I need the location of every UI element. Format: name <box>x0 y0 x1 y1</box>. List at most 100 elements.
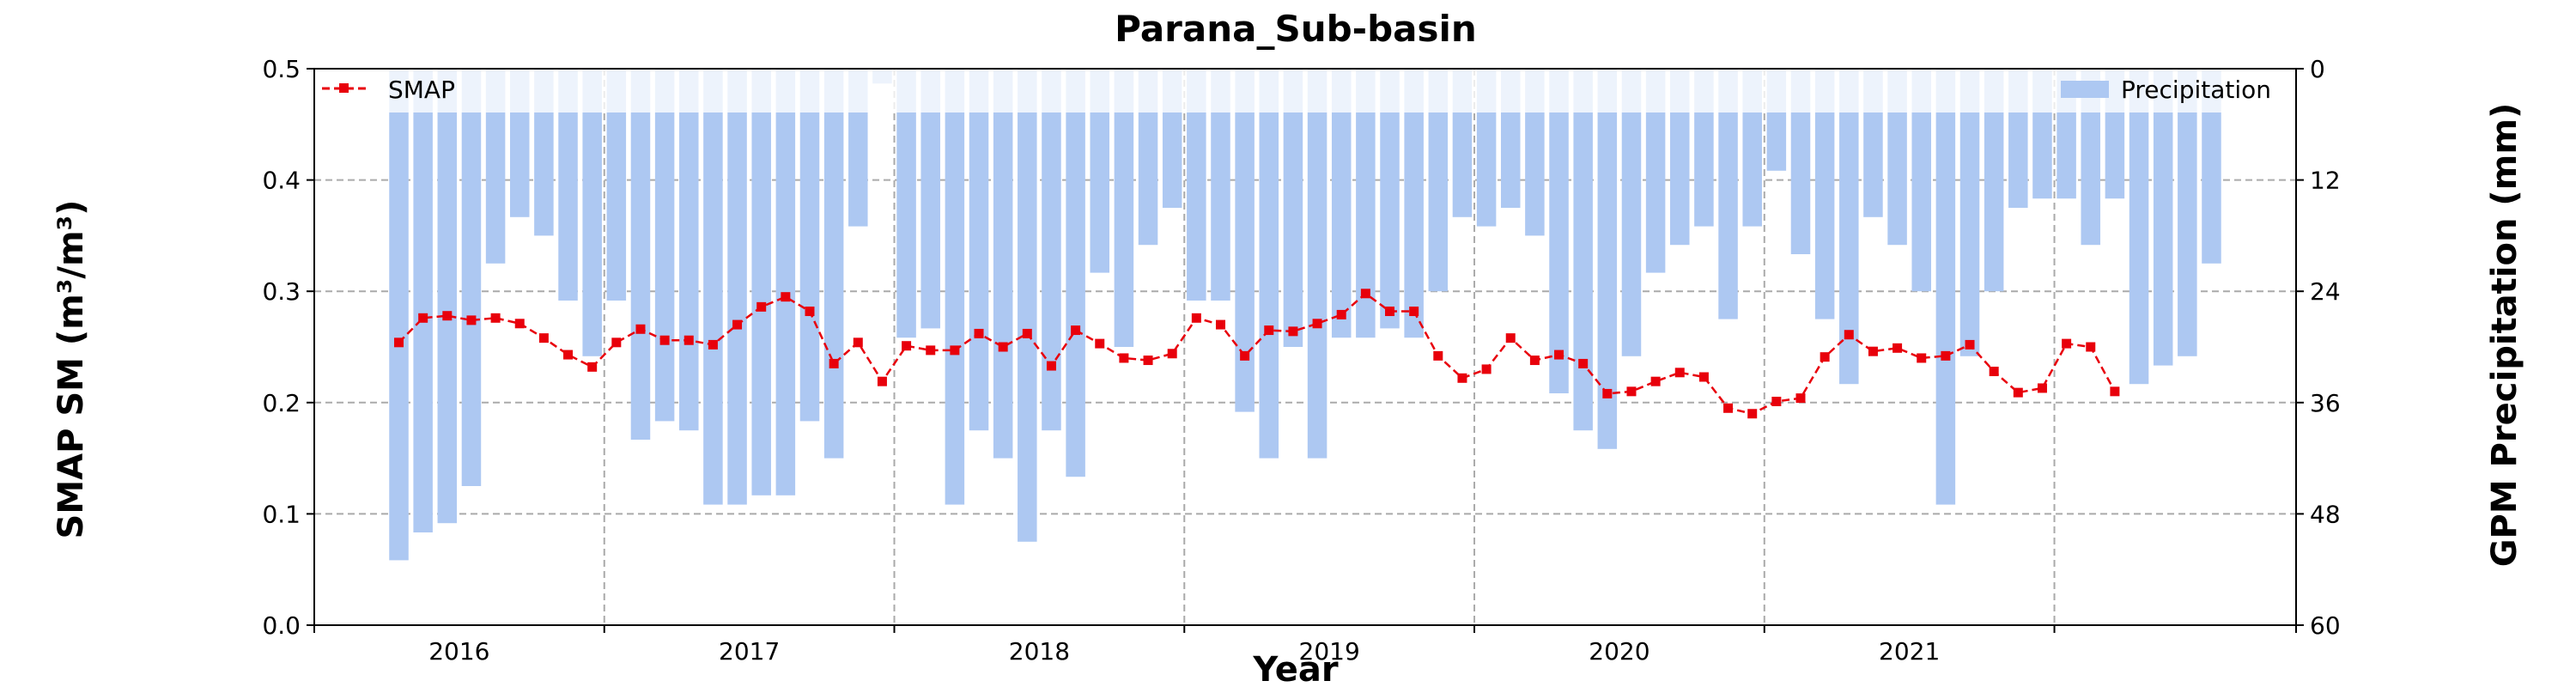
smap-point <box>466 315 477 325</box>
precip-bar <box>1187 69 1206 301</box>
smap-point <box>1626 386 1637 397</box>
y-axis-left-title: SMAP SM (m³/m³) <box>52 200 91 539</box>
precip-bar <box>1597 69 1618 449</box>
precip-bar <box>2202 69 2221 264</box>
smap-point <box>490 313 501 323</box>
precip-bar <box>1621 69 1642 356</box>
y-right-tick-label: 24 <box>2310 277 2341 306</box>
precip-bar <box>1670 69 1690 246</box>
axes <box>307 68 2304 633</box>
plot-frame <box>313 68 2297 626</box>
precip-bar <box>461 69 482 486</box>
smap-series <box>394 289 2120 419</box>
precip-bar <box>823 69 844 459</box>
smap-point <box>902 341 912 351</box>
smap-point <box>1022 328 1032 338</box>
x-year-label: 2018 <box>1009 637 1070 666</box>
precip-bar <box>1114 69 1134 347</box>
smap-point <box>1820 352 1830 362</box>
y-left-tick-label: 0.2 <box>262 389 301 417</box>
y-right-tick-label: 48 <box>2310 500 2341 528</box>
precip-bar <box>1090 69 1110 273</box>
y-axis-right-title: GPM Precipitation (mm) <box>2485 103 2524 568</box>
legend-band-bg <box>315 70 2295 112</box>
smap-point <box>1844 330 1854 340</box>
x-year-label: 2021 <box>1879 637 1940 666</box>
precip-bar <box>1887 69 1907 246</box>
precip-bar <box>1138 69 1158 246</box>
smap-point <box>1240 350 1250 361</box>
smap-point <box>1191 313 1201 323</box>
x-year-label: 2017 <box>719 637 780 666</box>
smap-point <box>1554 350 1564 360</box>
y-left-tick-label: 0.3 <box>262 277 301 306</box>
smap-point <box>1046 361 1056 371</box>
precip-bar <box>2153 69 2173 366</box>
precip-bar <box>1307 69 1327 459</box>
smap-point <box>926 345 936 356</box>
precip-bar <box>437 69 458 524</box>
smap-point <box>974 328 984 338</box>
precip-bar <box>945 69 965 505</box>
legend-precip-label: Precipitation <box>2121 76 2271 104</box>
x-axis-title: Year <box>1252 650 1338 687</box>
smap-point <box>2062 338 2072 349</box>
smap-point <box>2013 387 2023 398</box>
precip-bar <box>1718 69 1738 319</box>
precip-bar <box>969 69 989 431</box>
smap-point <box>1143 356 1153 366</box>
smap-point <box>394 337 404 348</box>
smap-point <box>998 342 1008 352</box>
precip-bar <box>896 69 916 338</box>
precip-bar <box>1935 69 1956 505</box>
smap-point <box>829 358 839 368</box>
y-right-tick-label: 36 <box>2310 389 2341 417</box>
precip-bar <box>1959 69 1980 356</box>
legend-smap: SMAP <box>322 76 455 104</box>
smap-point <box>708 339 718 350</box>
precip-bar <box>1235 69 1255 412</box>
smap-point <box>1650 376 1661 386</box>
precipitation-bars <box>389 69 2221 561</box>
precip-bar <box>1428 69 1449 292</box>
smap-point <box>563 350 574 360</box>
smap-point <box>1312 319 1322 329</box>
smap-point <box>2086 342 2096 352</box>
smap-point <box>2110 386 2120 397</box>
precip-bar <box>1404 69 1424 338</box>
precip-bar <box>485 69 506 264</box>
precip-bar <box>679 69 699 431</box>
tick-labels: 0.0 0.1 0.2 0.3 0.4 0.5 0 12 24 36 48 60 2016 2017 201… <box>262 55 2340 666</box>
smap-point <box>1215 319 1225 330</box>
smap-point <box>1336 309 1346 319</box>
y-left-tick-label: 0.0 <box>262 611 301 640</box>
smap-point <box>1941 350 1951 361</box>
smap-point <box>1602 388 1613 398</box>
smap-point <box>1868 346 1878 356</box>
y-left-tick-label: 0.1 <box>262 500 301 528</box>
y-right-tick-label: 0 <box>2310 55 2325 83</box>
precip-bar <box>413 69 433 532</box>
precip-bar <box>1018 69 1037 542</box>
smap-point <box>2037 383 2047 393</box>
smap-point <box>1433 350 1443 361</box>
y-left-tick-label: 0.5 <box>262 55 301 83</box>
smap-point <box>587 362 598 372</box>
smap-point <box>1385 307 1395 317</box>
smap-point <box>1795 393 1806 404</box>
smap-point <box>950 345 960 356</box>
x-year-label: 2019 <box>1299 637 1360 666</box>
precip-bar <box>2178 69 2197 356</box>
precip-bar <box>1549 69 1569 393</box>
chart-title: Parana_Sub-basin <box>1115 8 1477 50</box>
precip-bar <box>558 69 578 301</box>
precip-bar <box>751 69 771 495</box>
smap-point <box>877 376 887 386</box>
smap-point <box>1989 367 1999 377</box>
x-year-label: 2016 <box>428 637 489 666</box>
precip-bar <box>1984 69 2004 292</box>
precip-bar <box>1814 69 1835 319</box>
precip-bar <box>1380 69 1400 329</box>
smap-point <box>659 335 670 345</box>
